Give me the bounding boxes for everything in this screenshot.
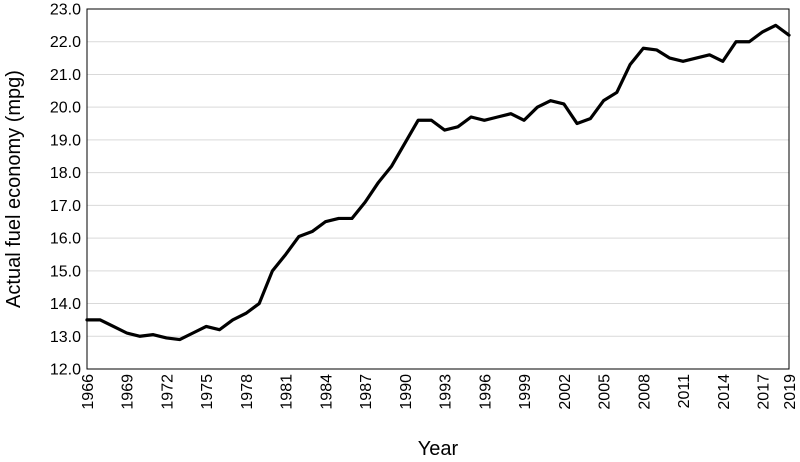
x-tick-label: 1969 [120,374,137,410]
series-layer [85,23,791,342]
x-tick-label: 1978 [239,374,256,410]
y-tick-label: 20.0 [50,100,81,117]
y-axis-label: Actual fuel economy (mpg) [3,70,25,308]
x-tick-label: 1984 [318,374,335,410]
gridlines [87,8,789,370]
x-tick-label: 1981 [279,374,296,410]
y-tick-label: 18.0 [50,165,81,182]
x-tick-label: 1972 [159,374,176,410]
x-tick-label: 2019 [782,374,799,410]
x-tick-label: 1996 [477,374,494,410]
y-tick-label: 19.0 [50,132,81,149]
x-tick-label: 2008 [636,374,653,410]
y-tick-label: 12.0 [50,362,81,379]
y-tick-label: 13.0 [50,329,81,346]
x-axis-label: Year [418,438,459,460]
x-tick-label: 2014 [716,374,733,410]
x-tick-label: 1966 [80,374,97,410]
x-tick-label: 2011 [676,374,693,409]
x-tick-label: 1990 [398,374,415,410]
x-tick-label: 1993 [438,374,455,410]
plot-frame [86,8,790,370]
x-tick-labels: 1966 1969 1972 1975 1978 1981 1984 1987 1990 1993… [80,374,799,410]
x-tick-label: 1975 [199,374,216,410]
x-tick-label: 2005 [597,374,614,410]
y-tick-label: 16.0 [50,231,81,248]
y-tick-label: 15.0 [50,263,81,280]
x-tick-label: 1987 [358,374,375,410]
y-tick-labels: 12.0 13.0 14.0 15.0 16.0 17.0 18.0 19.0 20.0 21.0… [50,2,81,379]
y-tick-label: 17.0 [50,198,81,215]
x-tick-label: 1999 [517,374,534,410]
x-tick-label: 2017 [756,374,773,410]
y-tick-label: 14.0 [50,296,81,313]
series-line [85,23,791,342]
y-tick-label: 23.0 [50,2,81,19]
y-tick-label: 21.0 [50,67,81,84]
y-tick-label: 22.0 [50,34,81,51]
x-tick-label: 2002 [557,374,574,410]
